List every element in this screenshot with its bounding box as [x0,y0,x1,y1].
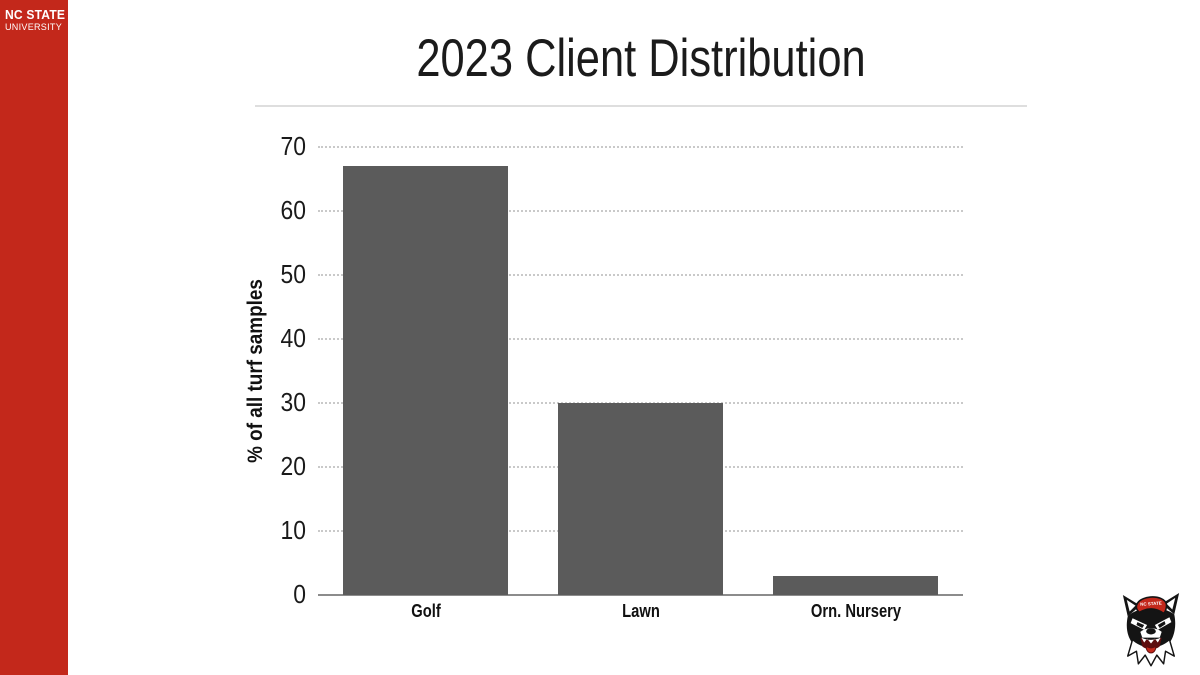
bar-orn-nursery [773,575,938,595]
gridline-40 [318,338,963,340]
y-tick-label: 20 [280,450,306,481]
x-category-label: Golf [410,601,441,621]
gridline-60 [318,210,963,212]
wolf-nose [1146,628,1156,635]
y-tick-label: 60 [280,194,306,225]
gridline-50 [318,274,963,276]
wordmark-line2: UNIVERSITY [5,21,63,33]
y-tick-label: 10 [280,514,306,545]
wolf-eye-right [1157,621,1166,628]
x-category-label: Lawn [621,601,660,621]
wolf-ear-right-inner [1166,597,1176,610]
brand-sidebar: NC STATE UNIVERSITY [0,0,68,675]
wolf-cap-brim [1138,608,1165,615]
wolf-ear-left-inner [1126,599,1136,612]
wolf-eye-left [1136,622,1145,628]
y-axis-title: % of all turf samples [244,279,267,463]
wolf-head-logo: NC STATE [1122,593,1180,667]
title-underline [255,105,1027,107]
bar-golf [343,166,508,595]
gridline-70 [318,146,963,148]
wolf-tongue [1145,645,1157,654]
university-wordmark: NC STATE UNIVERSITY [5,7,70,34]
y-tick-label: 50 [280,258,306,289]
x-axis-line [318,594,963,596]
y-tick-label: 40 [280,322,306,353]
y-tick-label: 0 [293,578,306,609]
x-category-label: Orn. Nursery [810,601,901,621]
y-tick-label: 30 [280,386,306,417]
wolf-teeth [1141,637,1161,644]
bar-lawn [558,403,723,595]
y-tick-label: 70 [280,130,306,161]
wordmark-line1: NC STATE [5,7,66,22]
slide-title: 2023 Client Distribution [416,29,866,88]
wolf-cap-text: NC STATE [1140,601,1162,607]
